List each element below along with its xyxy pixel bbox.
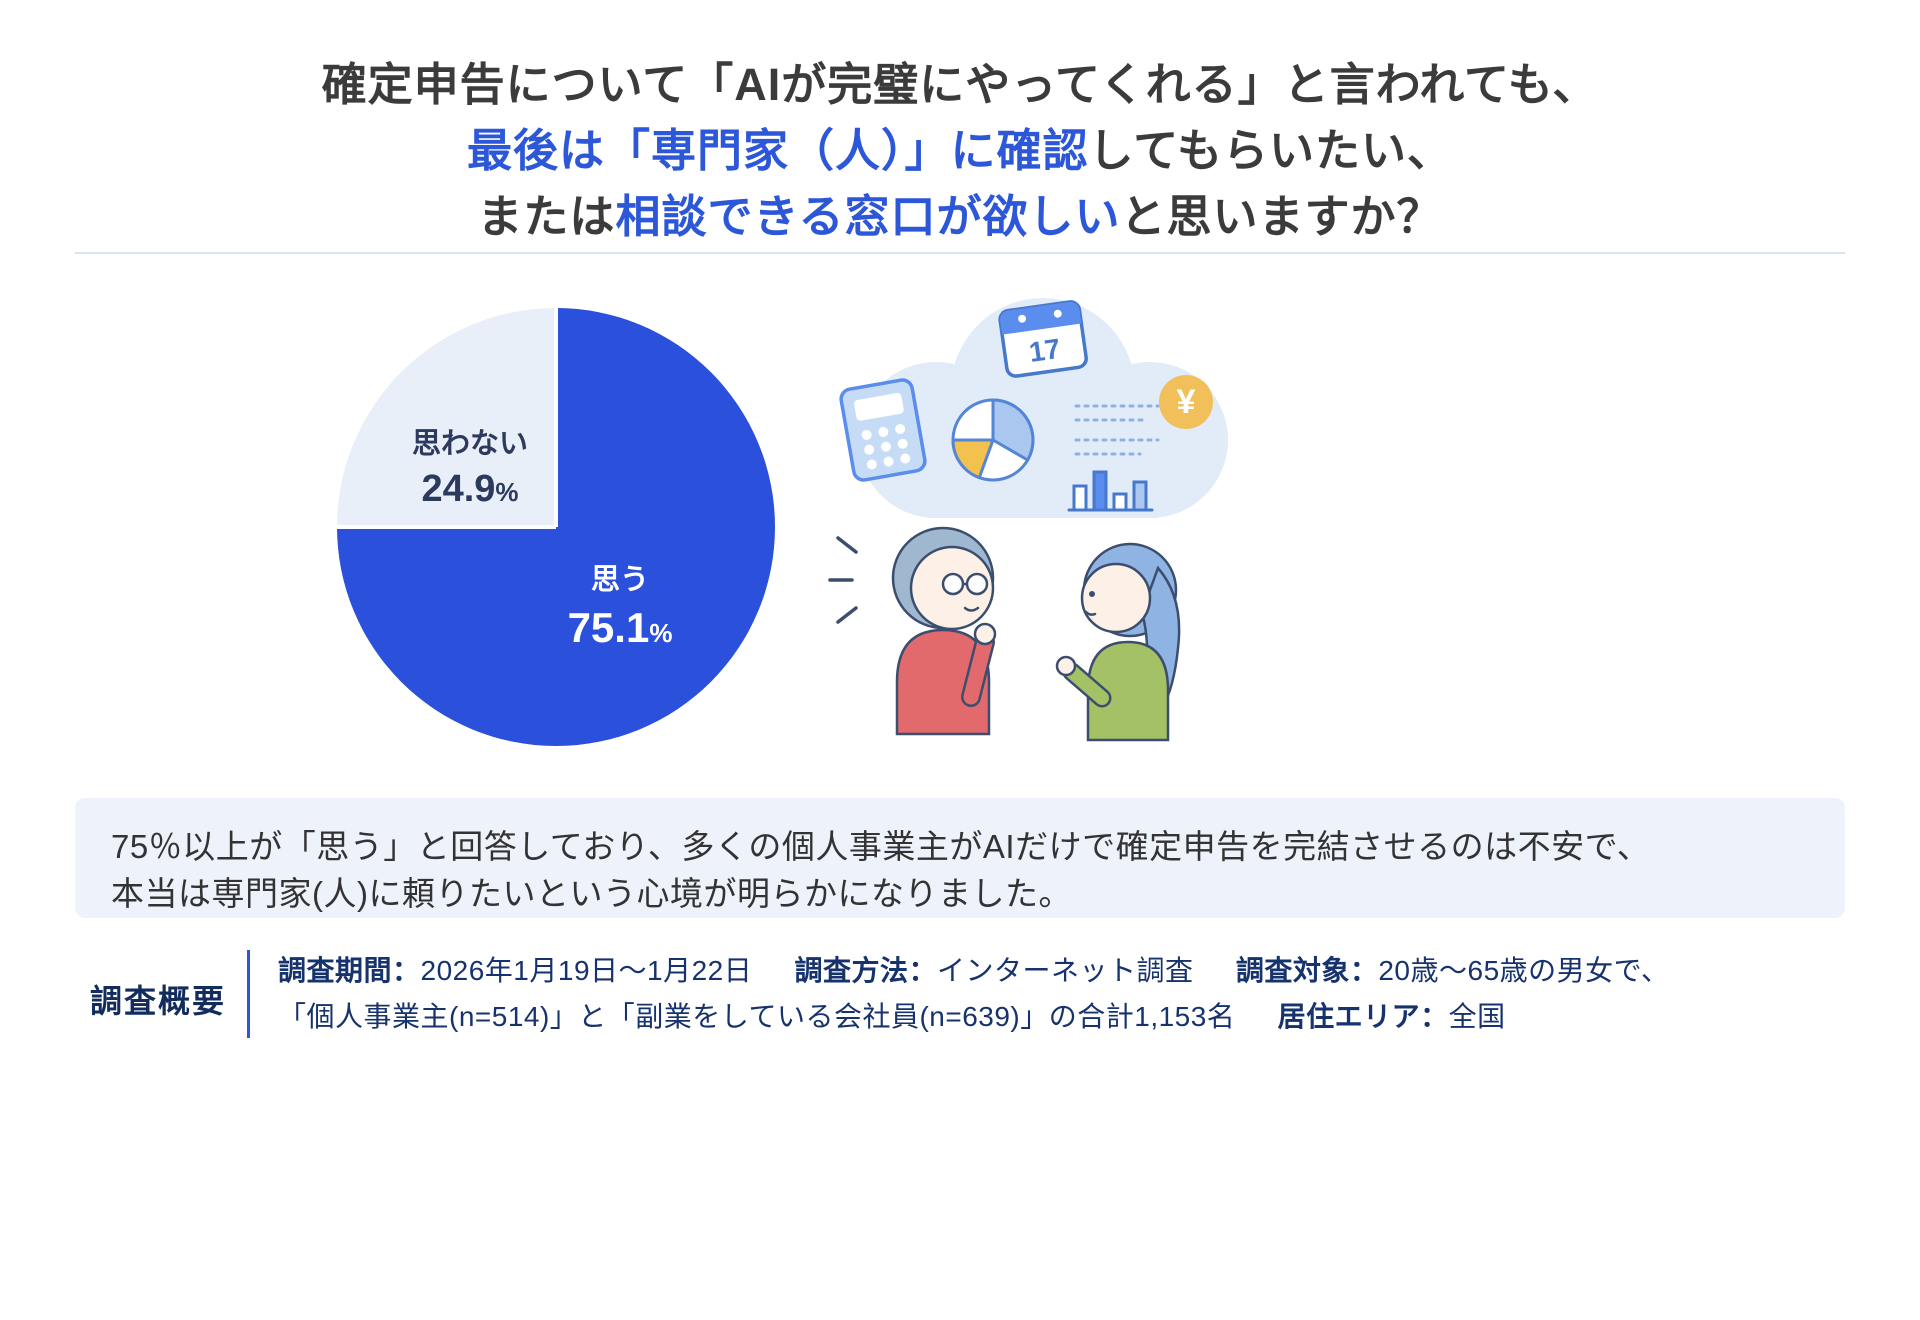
dotted-list-icon: [1074, 404, 1160, 456]
pie-label-omowanai-text: 思わない: [411, 428, 528, 460]
pie-separator-horizontal: [337, 525, 556, 529]
title-line-3-highlight: 相談できる窓口が欲しい: [615, 191, 1121, 242]
pie-label-omowanai: 思わない 24.9%: [365, 420, 575, 511]
title-line-2: 最後は「専門家（人）」に確認してもらいたい、: [0, 118, 1920, 184]
survey-period-label: 調査期間：: [278, 955, 421, 986]
pie-label-omou-text: 思う: [590, 564, 649, 596]
pie-label-omou-unit: %: [649, 618, 673, 648]
survey-area-label: 居住エリア：: [1277, 1001, 1449, 1032]
survey-method-label: 調査方法：: [794, 955, 938, 986]
survey-details-line-1: 調査期間：2026年1月19日〜1月22日 調査方法：インターネット調査 調査対…: [278, 948, 1838, 994]
bar-chart-icon: [1067, 470, 1154, 512]
woman-figure: [1055, 542, 1181, 742]
summary-box: 75％以上が「思う」と回答しており、多くの個人事業主がAIだけで確定申告を完結さ…: [75, 798, 1845, 918]
pie-icon: [951, 398, 1035, 482]
title-divider: [75, 252, 1845, 254]
pie-separator-vertical: [554, 308, 558, 527]
page-title: 確定申告について「AIが完璧にやってくれる」と言われても、 最後は「専門家（人）…: [0, 52, 1920, 250]
survey-method-value: インターネット調査: [937, 955, 1194, 986]
title-line-3-pre: または: [477, 191, 616, 242]
calculator-icon: [839, 378, 927, 482]
man-figure: [891, 526, 997, 736]
survey-overview-heading: 調査概要: [90, 983, 227, 1019]
summary-line-2: 本当は専門家(人)に頼りたいという心境が明らかになりました。: [111, 875, 1072, 912]
title-line-1-text: 確定申告について「AIが完璧にやってくれる」と言われても、: [321, 59, 1599, 110]
title-line-2-rest: してもらいたい、: [1088, 125, 1453, 176]
yen-symbol: ¥: [1177, 383, 1196, 421]
survey-details-line-2: 「個人事業主(n=514)」と「副業をしている会社員(n=639)」の合計1,1…: [278, 994, 1838, 1040]
speech-lines: [828, 536, 858, 624]
pie-label-omou: 思う 75.1%: [515, 556, 725, 652]
title-line-2-highlight: 最後は「専門家（人）」に確認: [467, 125, 1089, 176]
pie-label-omowanai-unit: %: [495, 477, 519, 507]
pie-label-omowanai-value: 24.9: [421, 468, 496, 510]
survey-target-value-2: 「個人事業主(n=514)」と「副業をしている会社員(n=639)」の合計1,1…: [278, 1001, 1236, 1032]
survey-target-value: 20歳〜65歳の男女で、: [1378, 955, 1670, 986]
survey-area-value: 全国: [1448, 1001, 1506, 1032]
people-illustration: 17 ¥: [828, 298, 1228, 742]
survey-vertical-divider: [247, 950, 250, 1038]
survey-target-label: 調査対象：: [1235, 955, 1379, 986]
title-line-3: または相談できる窓口が欲しいと思いますか？: [0, 184, 1920, 250]
survey-details: 調査期間：2026年1月19日〜1月22日 調査方法：インターネット調査 調査対…: [278, 948, 1838, 1040]
pie-chart-area: 思わない 24.9% 思う 75.1%: [337, 308, 775, 746]
title-line-1: 確定申告について「AIが完璧にやってくれる」と言われても、: [0, 52, 1920, 118]
glasses-icon: [941, 572, 989, 596]
survey-period-value: 2026年1月19日〜1月22日: [420, 955, 753, 986]
pie-label-omou-value: 75.1: [567, 604, 650, 651]
title-line-3-rest: と思いますか？: [1120, 191, 1443, 242]
pie-chart: 思わない 24.9% 思う 75.1%: [337, 308, 775, 746]
summary-line-1: 75％以上が「思う」と回答しており、多くの個人事業主がAIだけで確定申告を完結さ…: [111, 828, 1651, 865]
calendar-icon: 17: [998, 300, 1088, 378]
yen-coin-icon: ¥: [1159, 375, 1213, 429]
calendar-number: 17: [1027, 333, 1062, 368]
